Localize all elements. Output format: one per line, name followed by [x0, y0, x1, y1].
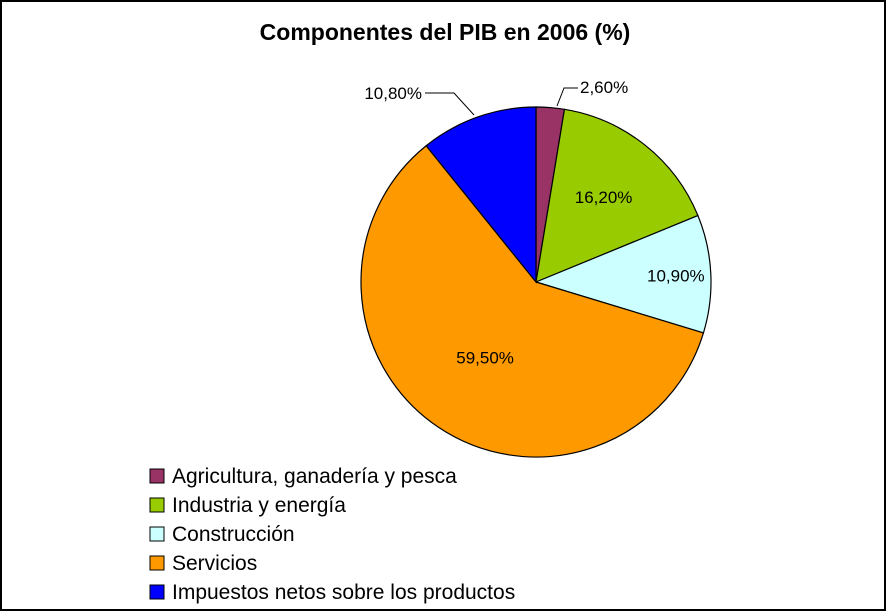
pie-slice: [534, 214, 712, 334]
data-label: 16,20%: [575, 188, 633, 207]
pie-slice: [425, 106, 537, 284]
data-label: 2,60%: [580, 78, 628, 97]
legend-label: Agricultura, ganadería y pesca: [172, 465, 457, 488]
legend-swatch: [149, 584, 165, 600]
legend-label: Construcción: [172, 523, 295, 546]
legend-swatch: [149, 468, 165, 484]
legend-label: Industria y energía: [172, 494, 346, 517]
pie-slice: [360, 144, 705, 458]
legend-swatch: [149, 555, 165, 571]
chart-title: Componentes del PIB en 2006 (%): [260, 19, 631, 45]
data-label: 10,90%: [647, 266, 705, 285]
pie-slice: [535, 108, 699, 283]
legend-swatch: [149, 497, 165, 513]
data-label: 10,80%: [364, 84, 422, 103]
data-label: 59,50%: [456, 348, 514, 367]
leader-line: [556, 87, 578, 107]
legend-label: Servicios: [172, 552, 257, 575]
legend-label: Impuestos netos sobre los productos: [172, 581, 515, 604]
legend-swatch: [149, 526, 165, 542]
leader-line: [425, 92, 475, 116]
